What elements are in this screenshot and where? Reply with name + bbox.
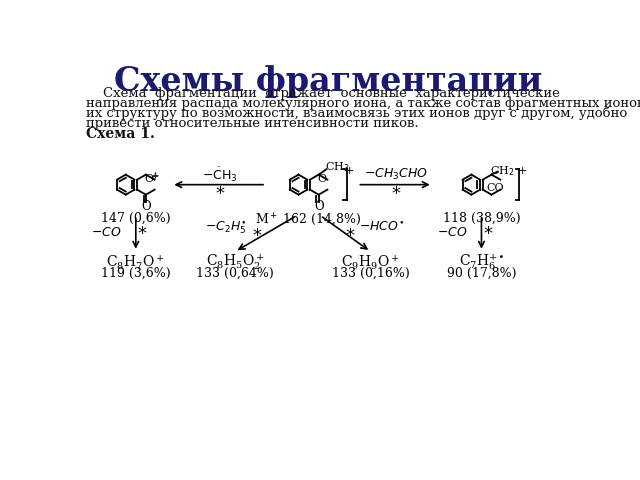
Text: $\mathregular{C_8H_7O^+}$: $\mathregular{C_8H_7O^+}$ bbox=[106, 252, 165, 271]
Text: *: * bbox=[252, 227, 261, 245]
Text: Схемы фрагментации: Схемы фрагментации bbox=[114, 65, 542, 98]
Text: $-CO$: $-CO$ bbox=[437, 226, 467, 239]
Text: M$^+$ 162 (14,8%): M$^+$ 162 (14,8%) bbox=[255, 212, 362, 228]
Text: *: * bbox=[392, 185, 401, 203]
Text: *: * bbox=[138, 225, 147, 243]
Text: O: O bbox=[145, 174, 154, 184]
Text: 119 (3,6%): 119 (3,6%) bbox=[101, 267, 171, 280]
Text: $-CO$: $-CO$ bbox=[92, 226, 122, 239]
Text: *: * bbox=[215, 185, 224, 203]
Text: 118 (38,9%): 118 (38,9%) bbox=[443, 212, 520, 225]
Text: 147 (0,6%): 147 (0,6%) bbox=[101, 212, 171, 225]
Text: 133 (0,64%): 133 (0,64%) bbox=[196, 267, 274, 280]
Text: O: O bbox=[141, 201, 150, 214]
Text: CH$_2$: CH$_2$ bbox=[490, 164, 515, 178]
Text: направления распада молекулярного иона, а также состав фрагментных ионов,: направления распада молекулярного иона, … bbox=[86, 97, 640, 110]
Text: $\mathregular{C_9H_9O^+}$: $\mathregular{C_9H_9O^+}$ bbox=[341, 252, 400, 271]
Text: привести относительные интенсивности пиков.: привести относительные интенсивности пик… bbox=[86, 117, 419, 130]
Text: их структуру по возможности, взаимосвязь этих ионов друг с другом, удобно: их структуру по возможности, взаимосвязь… bbox=[86, 107, 627, 120]
Text: $\mathregular{C_7H_6^{+\bullet}}$: $\mathregular{C_7H_6^{+\bullet}}$ bbox=[459, 252, 504, 272]
Text: $-HCO^{\bullet}$: $-HCO^{\bullet}$ bbox=[359, 221, 404, 234]
Text: $-C_2H_5^{\bullet}$: $-C_2H_5^{\bullet}$ bbox=[205, 219, 246, 236]
Text: $\mathregular{C_8H_5O_2^+}$: $\mathregular{C_8H_5O_2^+}$ bbox=[205, 252, 264, 272]
Text: CO: CO bbox=[487, 183, 504, 192]
Text: +: + bbox=[151, 171, 159, 180]
Text: $-CH_3CHO$: $-CH_3CHO$ bbox=[364, 167, 428, 182]
Text: Схема  фрагментации  отражает  основные  характеристические: Схема фрагментации отражает основные хар… bbox=[86, 87, 560, 100]
Text: O: O bbox=[317, 174, 327, 184]
Text: O: O bbox=[314, 201, 323, 214]
Text: *: * bbox=[483, 225, 492, 243]
Text: 90 (17,8%): 90 (17,8%) bbox=[447, 267, 516, 280]
Text: CH$_3$: CH$_3$ bbox=[325, 160, 349, 174]
Text: Схема 1.: Схема 1. bbox=[86, 127, 155, 141]
Text: +: + bbox=[345, 166, 355, 176]
Text: *: * bbox=[345, 227, 354, 245]
Text: +: + bbox=[518, 166, 527, 176]
Text: $-\mathregular{\dot{C}H_3}$: $-\mathregular{\dot{C}H_3}$ bbox=[202, 165, 237, 184]
Text: +: + bbox=[151, 172, 159, 181]
Text: 133 (0,16%): 133 (0,16%) bbox=[332, 267, 410, 280]
